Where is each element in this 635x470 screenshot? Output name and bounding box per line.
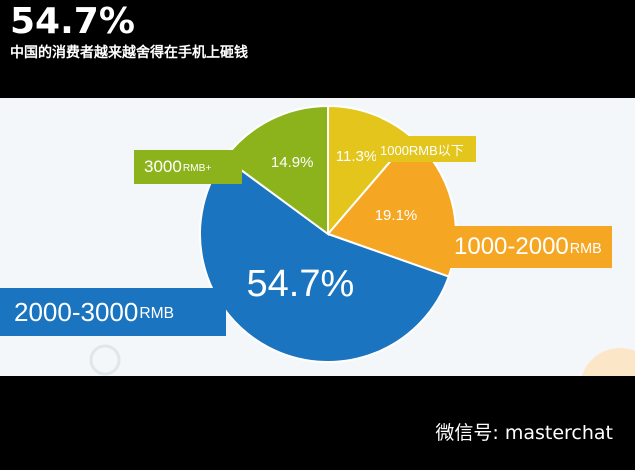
- subtitle: 中国的消费者越来越舍得在手机上砸钱: [10, 45, 248, 61]
- callout-label-main: 3000: [144, 157, 182, 176]
- headline-percentage: 54.7%: [10, 1, 135, 42]
- slice-value-label-0: 11.3%: [336, 148, 377, 165]
- slice-value-label-3: 14.9%: [271, 154, 314, 171]
- callout-label-unit: RMB+: [182, 163, 212, 175]
- slice-value-label-1: 19.1%: [375, 207, 418, 224]
- callout-label-main: 1000-2000: [454, 233, 569, 260]
- slice-value-label-2: 54.7%: [247, 263, 355, 305]
- callout-2000-3000rmb: 2000-3000 RMB: [0, 288, 226, 336]
- chart-panel: 11.3% 19.1% 54.7% 14.9% 3000 RMB+ 1000RMB以下…: [0, 98, 635, 376]
- callout-3000rmb-plus: 3000 RMB+: [134, 150, 242, 184]
- callout-label-unit: RMB: [139, 305, 174, 323]
- wechat-id-watermark: 微信号: masterchat: [435, 422, 613, 444]
- callout-label-main: 2000-3000: [14, 296, 139, 327]
- pie-slice-2: [199, 156, 450, 363]
- callout-under-1000rmb: 1000RMB以下: [376, 136, 476, 162]
- background-decoration: [89, 344, 635, 376]
- callout-label-unit: RMB: [569, 241, 602, 258]
- callout-label: 1000RMB以下: [380, 142, 464, 158]
- callout-1000-2000rmb: 1000-2000 RMB: [432, 226, 612, 268]
